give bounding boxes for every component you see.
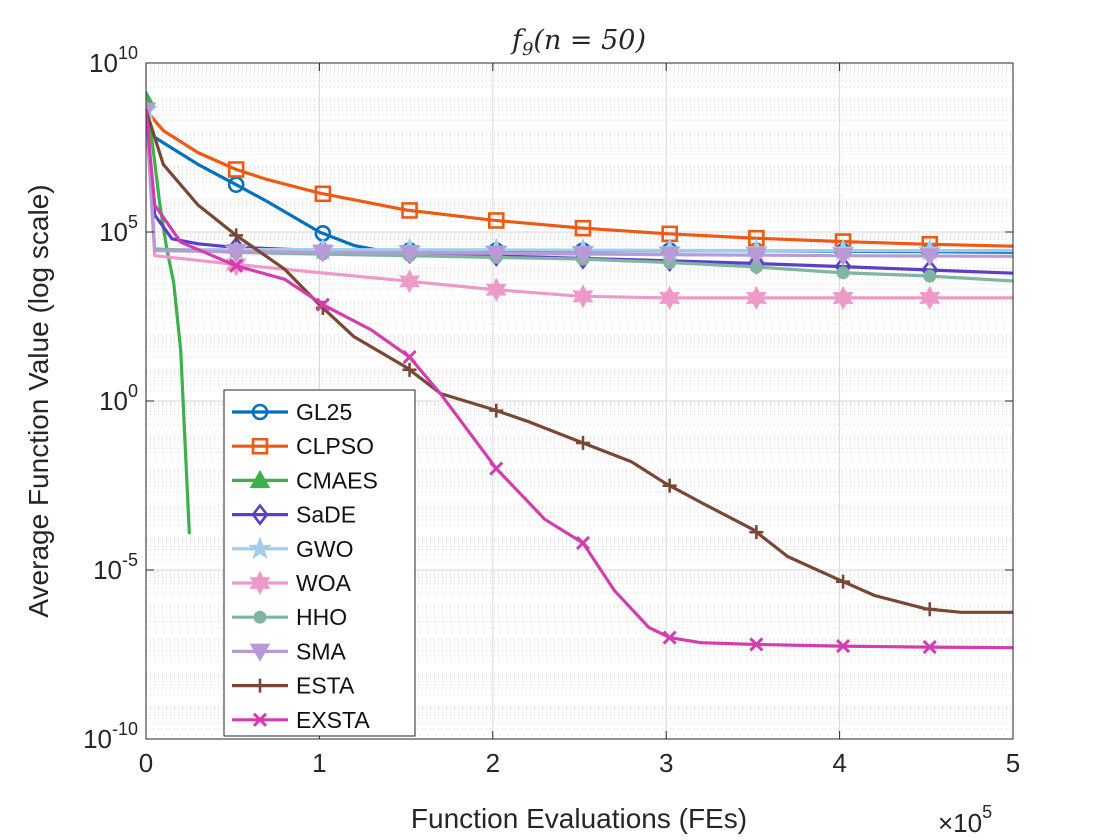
x-tick-label: 1: [312, 748, 326, 778]
marker-sma: [572, 246, 594, 265]
legend: GL25 CLPSO CMAES SaDE GWO WOA HHO SMA ESTA EXSTA: [223, 389, 416, 737]
marker-clpso: [314, 185, 332, 203]
marker-woa: [659, 285, 681, 310]
marker-woa: [485, 277, 507, 302]
legend-entry-gwo: GWO: [232, 536, 354, 562]
y-tick-label: 100: [99, 381, 138, 416]
series-line-woa: [146, 108, 1013, 300]
marker-clpso: [574, 219, 592, 237]
legend-label: EXSTA: [296, 707, 370, 733]
y-tick-label: 10-5: [93, 550, 138, 585]
marker-clpso: [487, 212, 505, 229]
legend-swatch-marker: [249, 469, 271, 489]
x-tick-label: 2: [486, 748, 500, 778]
x-axis-label: Function Evaluations (FEs): [411, 803, 747, 834]
marker-exsta: [836, 639, 851, 654]
legend-swatch-marker: [253, 610, 267, 624]
marker-exsta: [575, 535, 591, 551]
marker-esta: [489, 403, 504, 418]
marker-esta: [836, 574, 851, 589]
marker-woa: [832, 285, 854, 310]
marker-esta: [749, 525, 764, 540]
legend-label: GWO: [296, 536, 354, 562]
series-line-exsta: [146, 108, 1013, 650]
legend-label: CMAES: [296, 467, 378, 493]
x-tick-label: 0: [139, 748, 153, 778]
legend-swatch-marker: [253, 678, 267, 693]
marker-sma: [399, 245, 420, 264]
marker-sma: [832, 247, 854, 267]
marker-woa: [919, 285, 941, 310]
marker-woa: [572, 284, 594, 309]
legend-swatch-marker: [248, 536, 272, 559]
y-tick-label: 1010: [89, 43, 138, 78]
series-line-esta: [146, 108, 1013, 614]
marker-exsta: [489, 461, 504, 476]
marker-clpso: [401, 202, 418, 219]
series-layer: [146, 89, 1013, 655]
legend-swatch-marker: [251, 403, 269, 421]
legend-entry-exsta: EXSTA: [232, 707, 370, 733]
marker-esta: [402, 362, 417, 377]
legend-entry-hho: HHO: [232, 604, 347, 630]
x-tick-label: 5: [1006, 748, 1020, 778]
legend-label: CLPSO: [296, 433, 374, 459]
legend-entry-gl25: GL25: [232, 399, 352, 425]
tick-marks: [145, 62, 1014, 740]
marker-exsta: [922, 640, 937, 655]
marker-esta: [922, 602, 937, 617]
marker-hho: [836, 266, 850, 280]
marker-hho: [923, 269, 937, 283]
marker-exsta: [229, 258, 244, 273]
x-axis-multiplier: ×105: [938, 802, 992, 838]
chart-title: f9(n = 50): [510, 25, 646, 60]
marker-exsta: [662, 630, 677, 645]
x-tick-label: 3: [659, 748, 673, 778]
y-axis-label: Average Function Value (log scale): [23, 184, 54, 617]
marker-woa: [399, 269, 421, 294]
marker-sma: [919, 248, 941, 267]
marker-sma: [312, 244, 334, 263]
marker-esta: [229, 228, 244, 243]
legend-label: GL25: [296, 399, 352, 425]
y-tick-label: 10-10: [83, 719, 138, 754]
legend-label: WOA: [296, 570, 352, 596]
legend-label: SMA: [296, 638, 347, 664]
legend-swatch-marker: [251, 503, 269, 526]
series-sma: [146, 102, 1013, 267]
legend-label: HHO: [296, 604, 347, 630]
marker-exsta: [749, 637, 764, 652]
marker-sma: [746, 247, 767, 266]
marker-exsta: [315, 297, 330, 312]
legend-swatch-marker: [249, 570, 271, 596]
x-tick-label: 4: [832, 748, 846, 778]
legend-entry-esta: ESTA: [232, 673, 355, 699]
legend-entry-cmaes: CMAES: [232, 467, 378, 493]
series-exsta: [146, 108, 1013, 655]
legend-entry-clpso: CLPSO: [232, 433, 374, 459]
legend-entry-sma: SMA: [232, 638, 347, 664]
marker-esta: [662, 478, 677, 493]
marker-sma: [225, 243, 247, 263]
legend-swatch-marker: [249, 643, 271, 662]
legend-label: SaDE: [296, 502, 356, 528]
legend-entry-sade: SaDE: [232, 502, 356, 528]
marker-exsta: [402, 349, 417, 365]
tick-labels: 0 1 2 3 4 5 1010 105 100 10-5 10-10: [83, 43, 1020, 778]
marker-esta: [575, 435, 590, 450]
marker-woa: [745, 285, 767, 310]
legend-items: GL25 CLPSO CMAES SaDE GWO WOA HHO SMA ESTA EXSTA: [232, 399, 378, 733]
series-line-clpso: [146, 108, 1013, 248]
legend-swatch-marker: [252, 712, 268, 727]
series-woa: [146, 108, 1013, 310]
marker-sma: [659, 246, 680, 266]
marker-sma: [485, 245, 507, 264]
y-tick-label: 105: [99, 212, 138, 247]
legend-entry-woa: WOA: [232, 570, 352, 596]
legend-label: ESTA: [296, 673, 355, 699]
marker-clpso: [227, 161, 245, 178]
legend-swatch-marker: [251, 437, 269, 455]
